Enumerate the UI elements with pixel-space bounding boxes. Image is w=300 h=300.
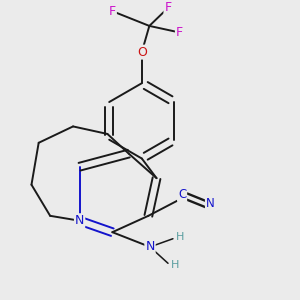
Text: F: F bbox=[109, 5, 116, 18]
Text: N: N bbox=[206, 197, 214, 210]
Text: H: H bbox=[176, 232, 184, 242]
Text: N: N bbox=[145, 240, 155, 254]
Text: O: O bbox=[137, 46, 147, 59]
Text: N: N bbox=[75, 214, 84, 227]
Text: H: H bbox=[171, 260, 179, 270]
Text: F: F bbox=[176, 26, 183, 39]
Text: C: C bbox=[178, 188, 186, 201]
Text: F: F bbox=[164, 2, 172, 14]
